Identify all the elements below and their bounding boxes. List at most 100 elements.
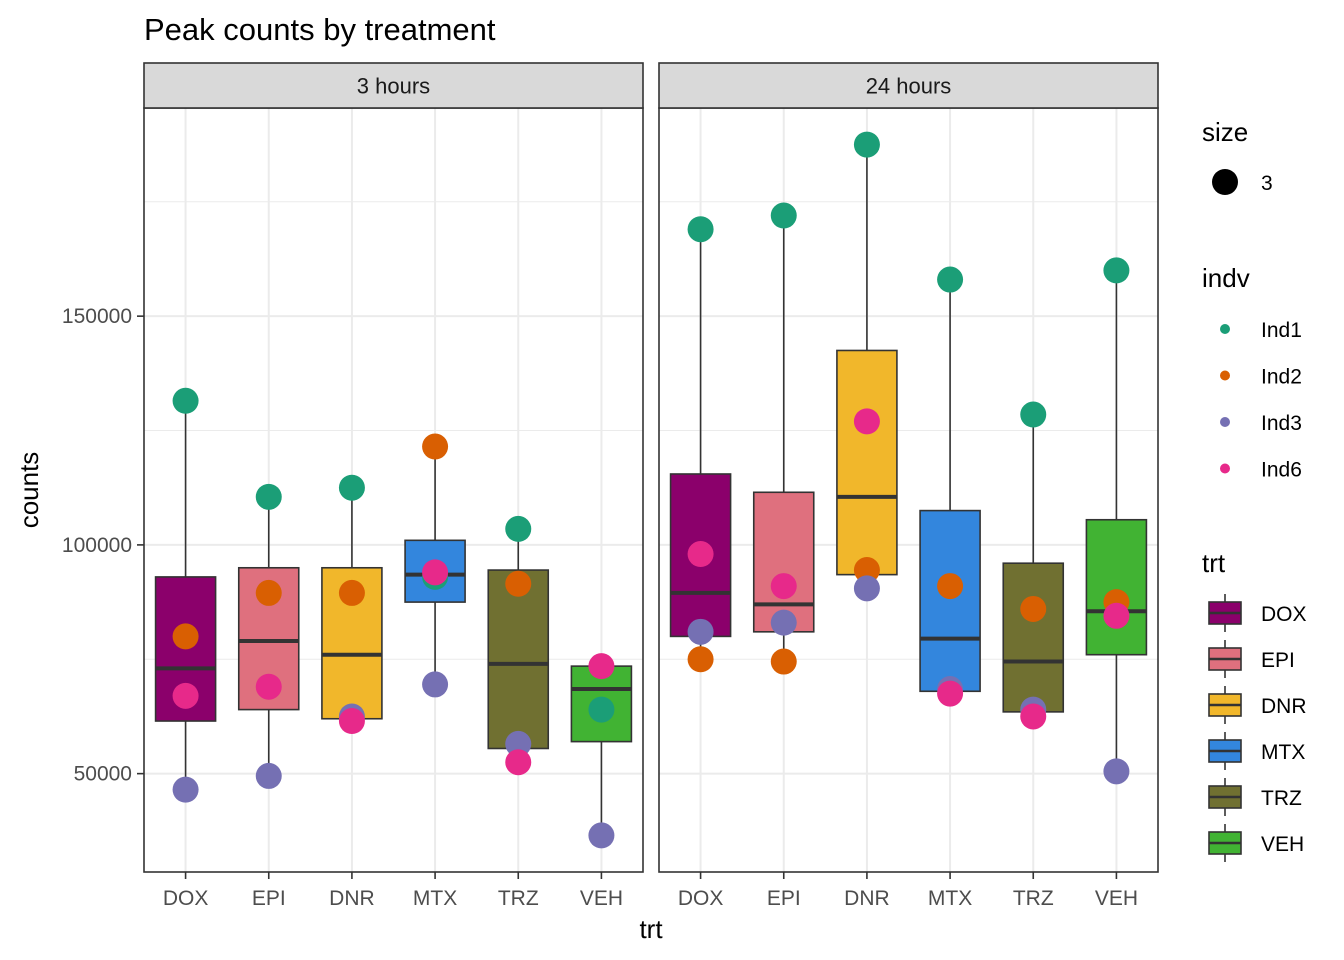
point-DNR-Ind2 <box>853 557 880 584</box>
box-DNR <box>836 349 898 576</box>
point-MTX-Ind6 <box>937 680 964 707</box>
point-EPI-Ind6 <box>255 673 282 700</box>
panel-1: 24 hours DOX EPI DNR MTX TRZ VEH <box>658 62 1159 910</box>
box-MTX <box>919 509 981 693</box>
point-DOX-Ind3 <box>172 776 199 803</box>
point-DOX-Ind1 <box>172 387 199 414</box>
point-MTX-Ind1 <box>937 266 964 293</box>
x-tick-label: TRZ <box>1013 887 1054 910</box>
legend-indv-label: Ind2 <box>1261 366 1302 389</box>
legend-indv-label: Ind1 <box>1261 319 1302 342</box>
point-VEH-Ind3 <box>1103 758 1130 785</box>
boxplot-VEH <box>1085 270 1148 772</box>
y-tick-label: 150000 <box>62 305 132 328</box>
point-VEH-Ind6 <box>588 653 615 680</box>
legend-indv-key <box>1220 463 1230 474</box>
x-tick-label: DOX <box>678 887 724 910</box>
legend-size-title: size <box>1202 117 1248 147</box>
point-DNR-Ind3 <box>853 575 880 602</box>
legend-trt-key <box>1208 778 1242 816</box>
x-tick-label: MTX <box>928 887 972 910</box>
panels-layer: 3 hours DOX EPI DNR MTX TRZ VEH 24 hours DOX EPI D… <box>62 62 1159 910</box>
point-DNR-Ind6 <box>338 708 365 735</box>
legend-trt-label: DNR <box>1261 695 1307 718</box>
point-MTX-Ind3 <box>422 671 449 698</box>
x-tick-label: DOX <box>163 887 209 910</box>
strip-background <box>658 62 1159 109</box>
legend-trt-label: VEH <box>1261 833 1304 856</box>
point-DNR-Ind1 <box>338 474 365 501</box>
x-tick-label: DNR <box>329 887 375 910</box>
point-DNR-Ind1 <box>853 131 880 158</box>
point-DNR-Ind6 <box>853 408 880 435</box>
panel-background <box>659 108 1158 872</box>
x-tick-label: MTX <box>413 887 457 910</box>
point-TRZ-Ind3 <box>505 730 532 757</box>
point-MTX-Ind2 <box>422 433 449 460</box>
legend-trt-label: TRZ <box>1261 787 1302 810</box>
point-DOX-Ind3 <box>687 618 714 645</box>
legend-size-key <box>1212 169 1238 195</box>
point-TRZ-Ind6 <box>1020 703 1047 730</box>
legend-indv-key <box>1220 370 1230 381</box>
legend-indv-title: indv <box>1202 263 1250 293</box>
x-tick-label: DNR <box>844 887 890 910</box>
point-DOX-Ind6 <box>687 541 714 568</box>
point-VEH-Ind1 <box>1103 257 1130 284</box>
y-axis-title: counts <box>14 452 44 529</box>
point-EPI-Ind6 <box>770 573 797 600</box>
strip-background <box>143 62 644 109</box>
legend-trt-label: MTX <box>1261 741 1305 764</box>
x-tick-label: TRZ <box>498 887 539 910</box>
strip-label: 3 hours <box>357 74 430 99</box>
box-TRZ <box>1002 562 1065 713</box>
x-tick-label: EPI <box>767 887 801 910</box>
legend-indv-key <box>1220 324 1230 334</box>
point-DOX-Ind1 <box>687 216 714 243</box>
point-VEH-Ind3 <box>588 822 615 849</box>
legend-trt-key <box>1208 640 1242 678</box>
point-TRZ-Ind1 <box>505 515 532 542</box>
point-EPI-Ind2 <box>770 648 797 675</box>
point-TRZ-Ind6 <box>505 749 532 776</box>
boxplot-EPI <box>752 215 815 662</box>
legend-indv-label: Ind3 <box>1261 412 1302 435</box>
boxplot-TRZ <box>487 528 550 763</box>
point-VEH-Ind6 <box>1103 602 1130 629</box>
point-TRZ-Ind2 <box>505 570 532 597</box>
point-EPI-Ind1 <box>255 483 282 510</box>
legend-indv-key <box>1220 417 1230 427</box>
legend-trt-label: DOX <box>1261 603 1307 626</box>
legend-trt-key <box>1208 686 1242 724</box>
legend-trt-key <box>1208 824 1242 862</box>
point-EPI-Ind3 <box>255 762 282 789</box>
point-MTX-Ind2 <box>937 573 964 600</box>
box-TRZ <box>487 569 550 750</box>
panel-0: 3 hours DOX EPI DNR MTX TRZ VEH <box>143 62 644 910</box>
box-EPI <box>752 491 815 633</box>
point-DOX-Ind2 <box>172 623 199 650</box>
chart-title: Peak counts by treatment <box>144 12 496 47</box>
point-EPI-Ind1 <box>770 202 797 229</box>
x-axis-title: trt <box>639 914 663 944</box>
x-tick-label: VEH <box>1095 887 1138 910</box>
y-tick-label: 100000 <box>62 534 132 557</box>
point-DOX-Ind6 <box>172 682 199 709</box>
x-tick-label: EPI <box>252 887 286 910</box>
legend-layer: size 3 indv Ind1 Ind2 Ind3 Ind6 trt DOX EPI DNR MTX… <box>1202 117 1307 862</box>
legend-trt-key <box>1208 594 1242 632</box>
legend-indv-label: Ind6 <box>1261 459 1302 482</box>
box-VEH <box>1085 518 1148 656</box>
y-axis: 50000 100000 150000 <box>62 305 144 786</box>
legend-trt-label: EPI <box>1261 649 1295 672</box>
legend-trt-title: trt <box>1202 548 1226 578</box>
point-DOX-Ind2 <box>687 646 714 673</box>
point-EPI-Ind2 <box>255 579 282 606</box>
point-EPI-Ind3 <box>770 609 797 636</box>
y-tick-label: 50000 <box>74 763 132 786</box>
legend-size-label: 3 <box>1261 172 1273 195</box>
legend-trt-key <box>1208 732 1242 770</box>
point-DNR-Ind2 <box>338 579 365 606</box>
x-tick-label: VEH <box>580 887 623 910</box>
